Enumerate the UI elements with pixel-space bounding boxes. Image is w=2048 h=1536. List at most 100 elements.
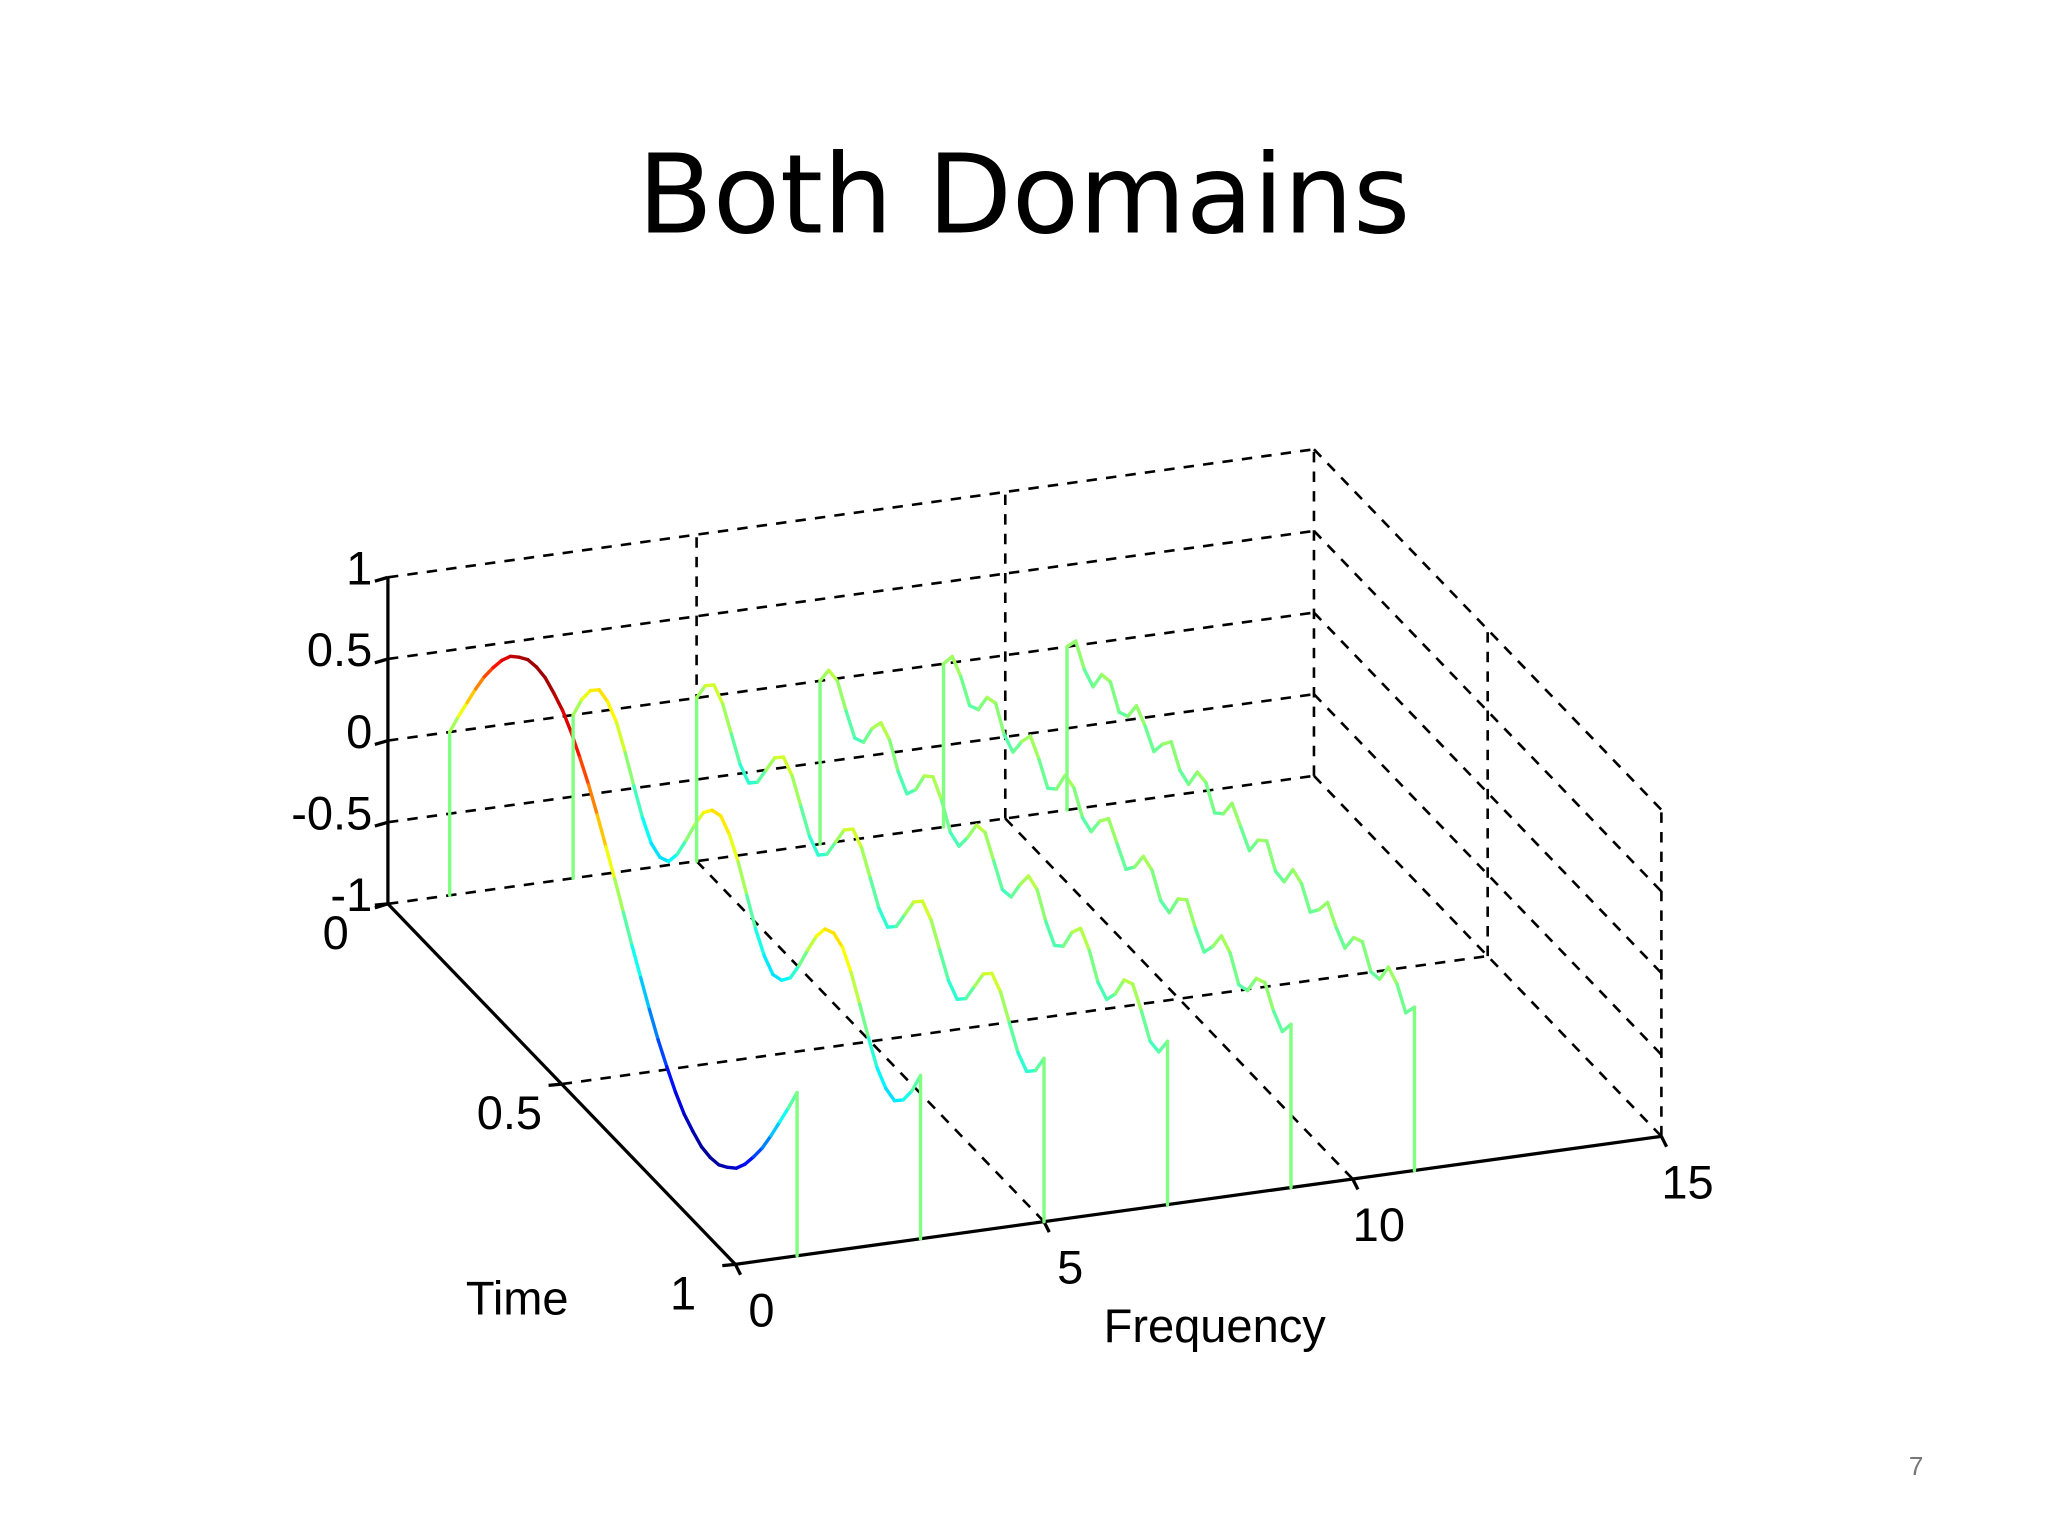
- trace-segment: [1167, 897, 1180, 915]
- y-tick-label: 0.5: [477, 1086, 542, 1139]
- trace-segment: [827, 668, 840, 683]
- trace-segment: [1018, 874, 1031, 887]
- trace-segment: [606, 700, 619, 725]
- trace-segment: [887, 738, 900, 774]
- trace-segment: [1193, 926, 1206, 954]
- trace-segment: [948, 830, 961, 848]
- trace-segment: [639, 975, 652, 1012]
- x-tick-label: 5: [1057, 1241, 1083, 1294]
- trace-segment: [913, 774, 926, 792]
- trace-segment: [1178, 768, 1191, 787]
- trace-segment: [833, 828, 846, 844]
- trace-segment: [682, 1112, 695, 1134]
- x-tick: [733, 1263, 743, 1276]
- trace-segment: [879, 721, 892, 742]
- trace-segment: [957, 835, 970, 848]
- trace-segment: [745, 893, 758, 931]
- trace-segment: [1360, 939, 1373, 974]
- trace-segment: [769, 1120, 782, 1138]
- trace-segment: [1202, 944, 1215, 954]
- trace-segment: [604, 845, 617, 881]
- trace-segment: [868, 876, 881, 911]
- trace-segment: [560, 708, 573, 735]
- x-tick: [1351, 1178, 1360, 1191]
- trace-segment: [640, 816, 653, 846]
- trace-segment: [1228, 951, 1241, 987]
- trace-segment: [760, 1133, 773, 1150]
- trace-segment: [797, 948, 810, 968]
- trace-segment: [621, 910, 634, 948]
- trace-segment: [580, 688, 593, 702]
- trace-segment: [727, 833, 740, 864]
- trace-segment: [1037, 757, 1050, 790]
- trace-segment: [1230, 801, 1243, 829]
- trace-segment: [844, 709, 857, 740]
- trace-segment: [778, 1106, 791, 1124]
- trace-segment: [814, 927, 827, 938]
- trace-segment: [614, 720, 627, 755]
- trace-segment: [1204, 781, 1217, 815]
- trace-segment: [1378, 965, 1391, 982]
- trace-segment: [1169, 740, 1182, 773]
- trace-segment: [647, 1007, 660, 1042]
- trace-segment: [649, 841, 662, 860]
- trace-segment: [831, 931, 845, 949]
- page-number: 7: [1909, 1451, 1924, 1481]
- trace-segment: [835, 679, 848, 713]
- trace-segment: [1265, 839, 1278, 873]
- trace-segment: [708, 1155, 721, 1167]
- trace-segment: [1000, 887, 1013, 899]
- trace-segment: [694, 683, 707, 700]
- y-tick: [374, 902, 389, 907]
- trace-segment: [1263, 980, 1276, 1013]
- y-tick-label: 1: [670, 1266, 696, 1319]
- z-tick: [374, 739, 389, 747]
- trace-segment: [1061, 930, 1074, 948]
- trace-segment: [534, 665, 547, 680]
- trace-segment: [491, 658, 504, 670]
- trace-segment: [1106, 816, 1119, 846]
- trace-segment: [465, 687, 478, 705]
- trace-segment: [578, 756, 591, 787]
- trace-segment: [632, 784, 645, 820]
- trace-segment: [875, 1066, 888, 1091]
- trace-segment: [1317, 900, 1330, 912]
- trace-segment: [1074, 639, 1087, 672]
- trace-segment: [1148, 1039, 1161, 1054]
- trace-segment: [1271, 1009, 1284, 1034]
- trace-segment: [1009, 883, 1022, 899]
- z-tick-label: 0: [346, 705, 372, 758]
- trace-segment: [974, 823, 987, 835]
- trace-segment: [1054, 773, 1067, 791]
- trace-segment: [1044, 919, 1057, 948]
- trace-segment: [699, 1145, 712, 1160]
- trace-segment: [612, 877, 626, 914]
- grid-line: [1313, 693, 1663, 1056]
- trace-segment: [753, 927, 766, 958]
- trace-segment: [1343, 935, 1356, 950]
- z-tick: [374, 575, 389, 583]
- x-tick-label: 10: [1353, 1198, 1405, 1251]
- trace-segment: [595, 813, 608, 849]
- x-tick-label: 0: [748, 1283, 774, 1336]
- trace-segment: [825, 840, 838, 857]
- trace-segment: [959, 675, 972, 708]
- trace-segment: [729, 732, 742, 766]
- grid-line: [1313, 530, 1663, 893]
- trace-segment: [1011, 739, 1024, 754]
- trace-segment: [805, 934, 819, 952]
- trace-segment: [941, 654, 954, 666]
- trace-segment: [1131, 982, 1144, 1013]
- trace-segment: [870, 721, 883, 731]
- trace-segment: [710, 808, 723, 818]
- trace-segment: [976, 695, 989, 712]
- trace-segment: [623, 751, 636, 788]
- trace-segment: [1016, 1050, 1029, 1074]
- trace-segment: [720, 702, 734, 736]
- grid-line: [1004, 817, 1354, 1180]
- trace-segment: [1273, 869, 1286, 884]
- z-tick: [374, 657, 389, 665]
- trace-segment: [858, 1002, 871, 1040]
- trace-segment: [1282, 867, 1295, 884]
